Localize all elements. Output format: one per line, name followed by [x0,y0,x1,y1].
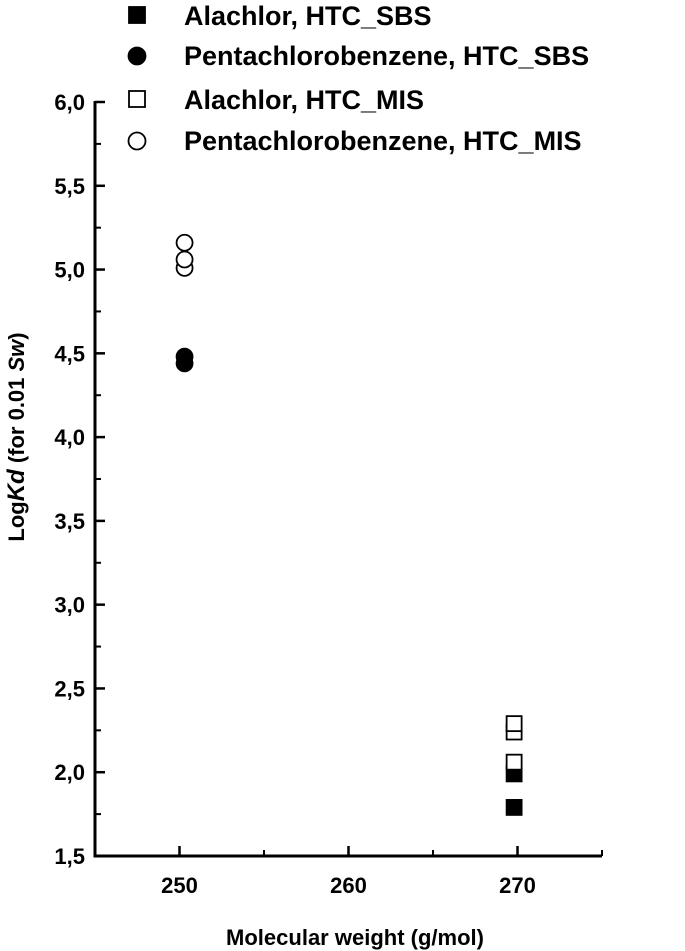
y-tick-label: 1,5 [54,844,85,869]
data-point-filled-square [505,799,523,816]
x-axis-title: Molecular weight (g/mol) [226,925,484,950]
y-tick-label: 6,0 [54,90,85,115]
legend-marker-open-square [128,90,146,108]
legend-marker-open-circle [127,131,147,151]
legend-label-alachlor-sbs: Alachlor, HTC_SBS [184,1,432,31]
legend-label-alachlor-mis: Alachlor, HTC_MIS [184,85,424,115]
data-point-open-circle [175,233,194,252]
x-tick-label: 270 [499,873,536,898]
y-axis-title-kd: Kd [3,468,30,501]
y-tick-label: 4,5 [54,341,85,366]
y-axis-title-prefix: Log [4,501,29,541]
y-tick-label: 3,5 [54,509,85,534]
y-axis-title-sw: Sw [4,338,29,372]
y-tick-label: 4,0 [54,425,85,450]
x-tick-labels: 250 260 270 [161,873,536,898]
data-point-open-square [505,753,523,771]
y-axis-title-middle: (for 0.01 [4,371,29,469]
legend-entry-pentachlorobenzene-mis: Pentachlorobenzene, HTC_MIS [127,126,582,156]
legend-label-pentachlorobenzene-sbs: Pentachlorobenzene, HTC_SBS [184,41,589,71]
data-point-open-circle [175,250,194,269]
y-tick-label: 2,0 [54,760,85,785]
x-tick-label: 250 [161,873,198,898]
legend-entry-pentachlorobenzene-sbs: Pentachlorobenzene, HTC_SBS [127,41,589,71]
y-tick-label: 5,5 [54,174,85,199]
axes [93,100,603,858]
y-axis-title: LogKd (for 0.01 Sw) [3,332,30,541]
legend-label-pentachlorobenzene-mis: Pentachlorobenzene, HTC_MIS [184,126,582,156]
legend-entry-alachlor-mis: Alachlor, HTC_MIS [128,85,424,115]
y-axis-title-suffix: ) [4,332,29,339]
data-point-filled-circle [175,347,194,366]
legend: Alachlor, HTC_SBS Pentachlorobenzene, HT… [127,1,589,156]
data-point-open-square [505,715,523,733]
y-tick-label: 3,0 [54,593,85,618]
x-tick-label: 260 [330,873,367,898]
legend-marker-filled-circle [127,46,147,66]
legend-entry-alachlor-sbs: Alachlor, HTC_SBS [128,1,432,31]
legend-marker-filled-square [128,6,146,24]
y-tick-labels: 1,5 2,0 2,5 3,0 3,5 4,0 4,5 5,0 5,5 6,0 [54,90,85,869]
y-tick-label: 5,0 [54,258,85,283]
data-points [175,233,523,816]
y-tick-label: 2,5 [54,676,85,701]
